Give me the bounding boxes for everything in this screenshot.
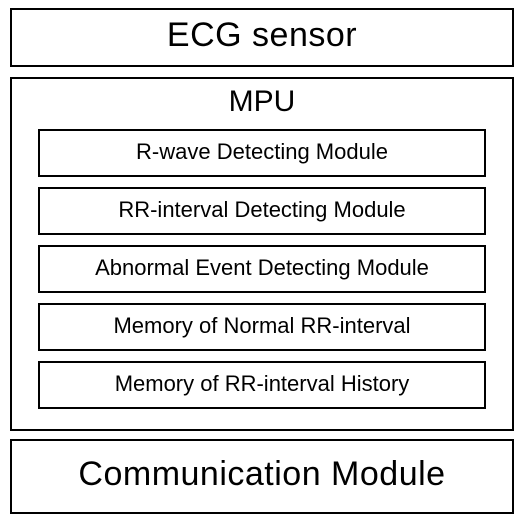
- ecg-sensor-block: ECG sensor: [10, 8, 514, 67]
- module-label: RR-interval Detecting Module: [118, 197, 405, 222]
- ecg-sensor-label: ECG sensor: [12, 16, 512, 55]
- module-label: Memory of RR-interval History: [115, 371, 410, 396]
- module-abnormal-event: Abnormal Event Detecting Module: [38, 245, 486, 293]
- module-rr-interval: RR-interval Detecting Module: [38, 187, 486, 235]
- mpu-block: MPU R-wave Detecting Module RR-interval …: [10, 77, 514, 431]
- mpu-title: MPU: [38, 85, 486, 119]
- module-label: Abnormal Event Detecting Module: [95, 255, 429, 280]
- module-memory-normal: Memory of Normal RR-interval: [38, 303, 486, 351]
- communication-block: Communication Module: [10, 439, 514, 514]
- module-r-wave: R-wave Detecting Module: [38, 129, 486, 177]
- module-memory-history: Memory of RR-interval History: [38, 361, 486, 409]
- communication-label: Communication Module: [12, 455, 512, 494]
- module-label: Memory of Normal RR-interval: [113, 313, 410, 338]
- module-label: R-wave Detecting Module: [136, 139, 388, 164]
